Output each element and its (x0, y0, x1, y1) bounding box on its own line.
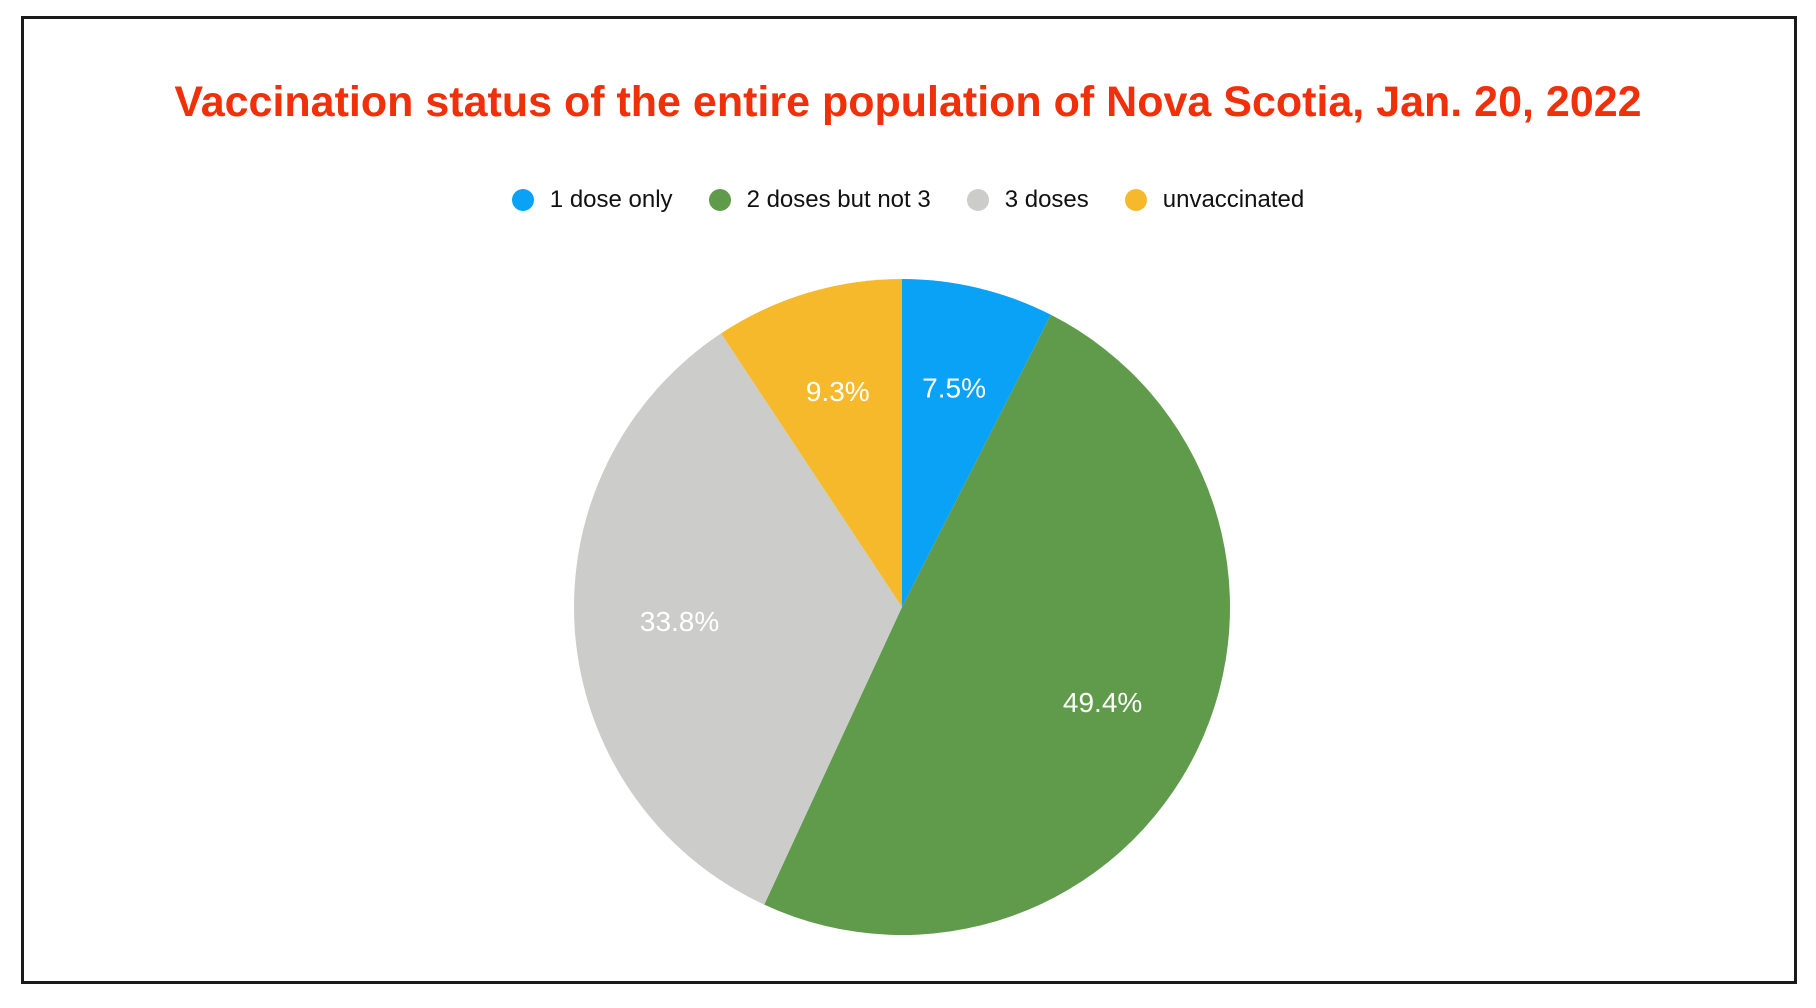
chart-legend: 1 dose only 2 doses but not 3 3 doses un… (0, 186, 1816, 214)
legend-label-unvaccinated: unvaccinated (1162, 186, 1305, 213)
legend-item-1-dose-only: 1 dose only (511, 186, 673, 214)
legend-item-3-doses: 3 doses (966, 186, 1089, 214)
legend-swatch-1-dose-only (511, 189, 534, 211)
slice-label-unvaccinated: 9.3% (806, 376, 870, 407)
slice-label-2-doses-but-not-3: 49.4% (1063, 687, 1142, 718)
slice-label-1-dose-only: 7.5% (922, 373, 986, 404)
legend-swatch-3-doses (966, 189, 989, 211)
legend-swatch-unvaccinated (1124, 189, 1147, 211)
legend-label-2-doses: 2 doses but not 3 (746, 186, 931, 213)
pie-slice-2-doses-but-not-3 (764, 314, 1231, 936)
legend-item-unvaccinated: unvaccinated (1124, 186, 1305, 214)
pie-slice-1-dose-only (902, 279, 1051, 607)
legend-label-3-doses: 3 doses (1004, 186, 1089, 213)
pie-labels: 7.5% 49.4% 33.8% 9.3% (640, 373, 1142, 718)
legend-item-2-doses: 2 doses but not 3 (708, 186, 931, 214)
pie-slice-3-doses (574, 333, 902, 905)
legend-label-1-dose-only: 1 dose only (549, 186, 673, 213)
slice-label-3-doses: 33.8% (640, 606, 719, 637)
pie-slices (574, 279, 1231, 936)
pie-slice-unvaccinated (721, 279, 902, 607)
chart-title: Vaccination status of the entire populat… (174, 78, 1642, 126)
legend-swatch-2-doses (708, 189, 731, 211)
